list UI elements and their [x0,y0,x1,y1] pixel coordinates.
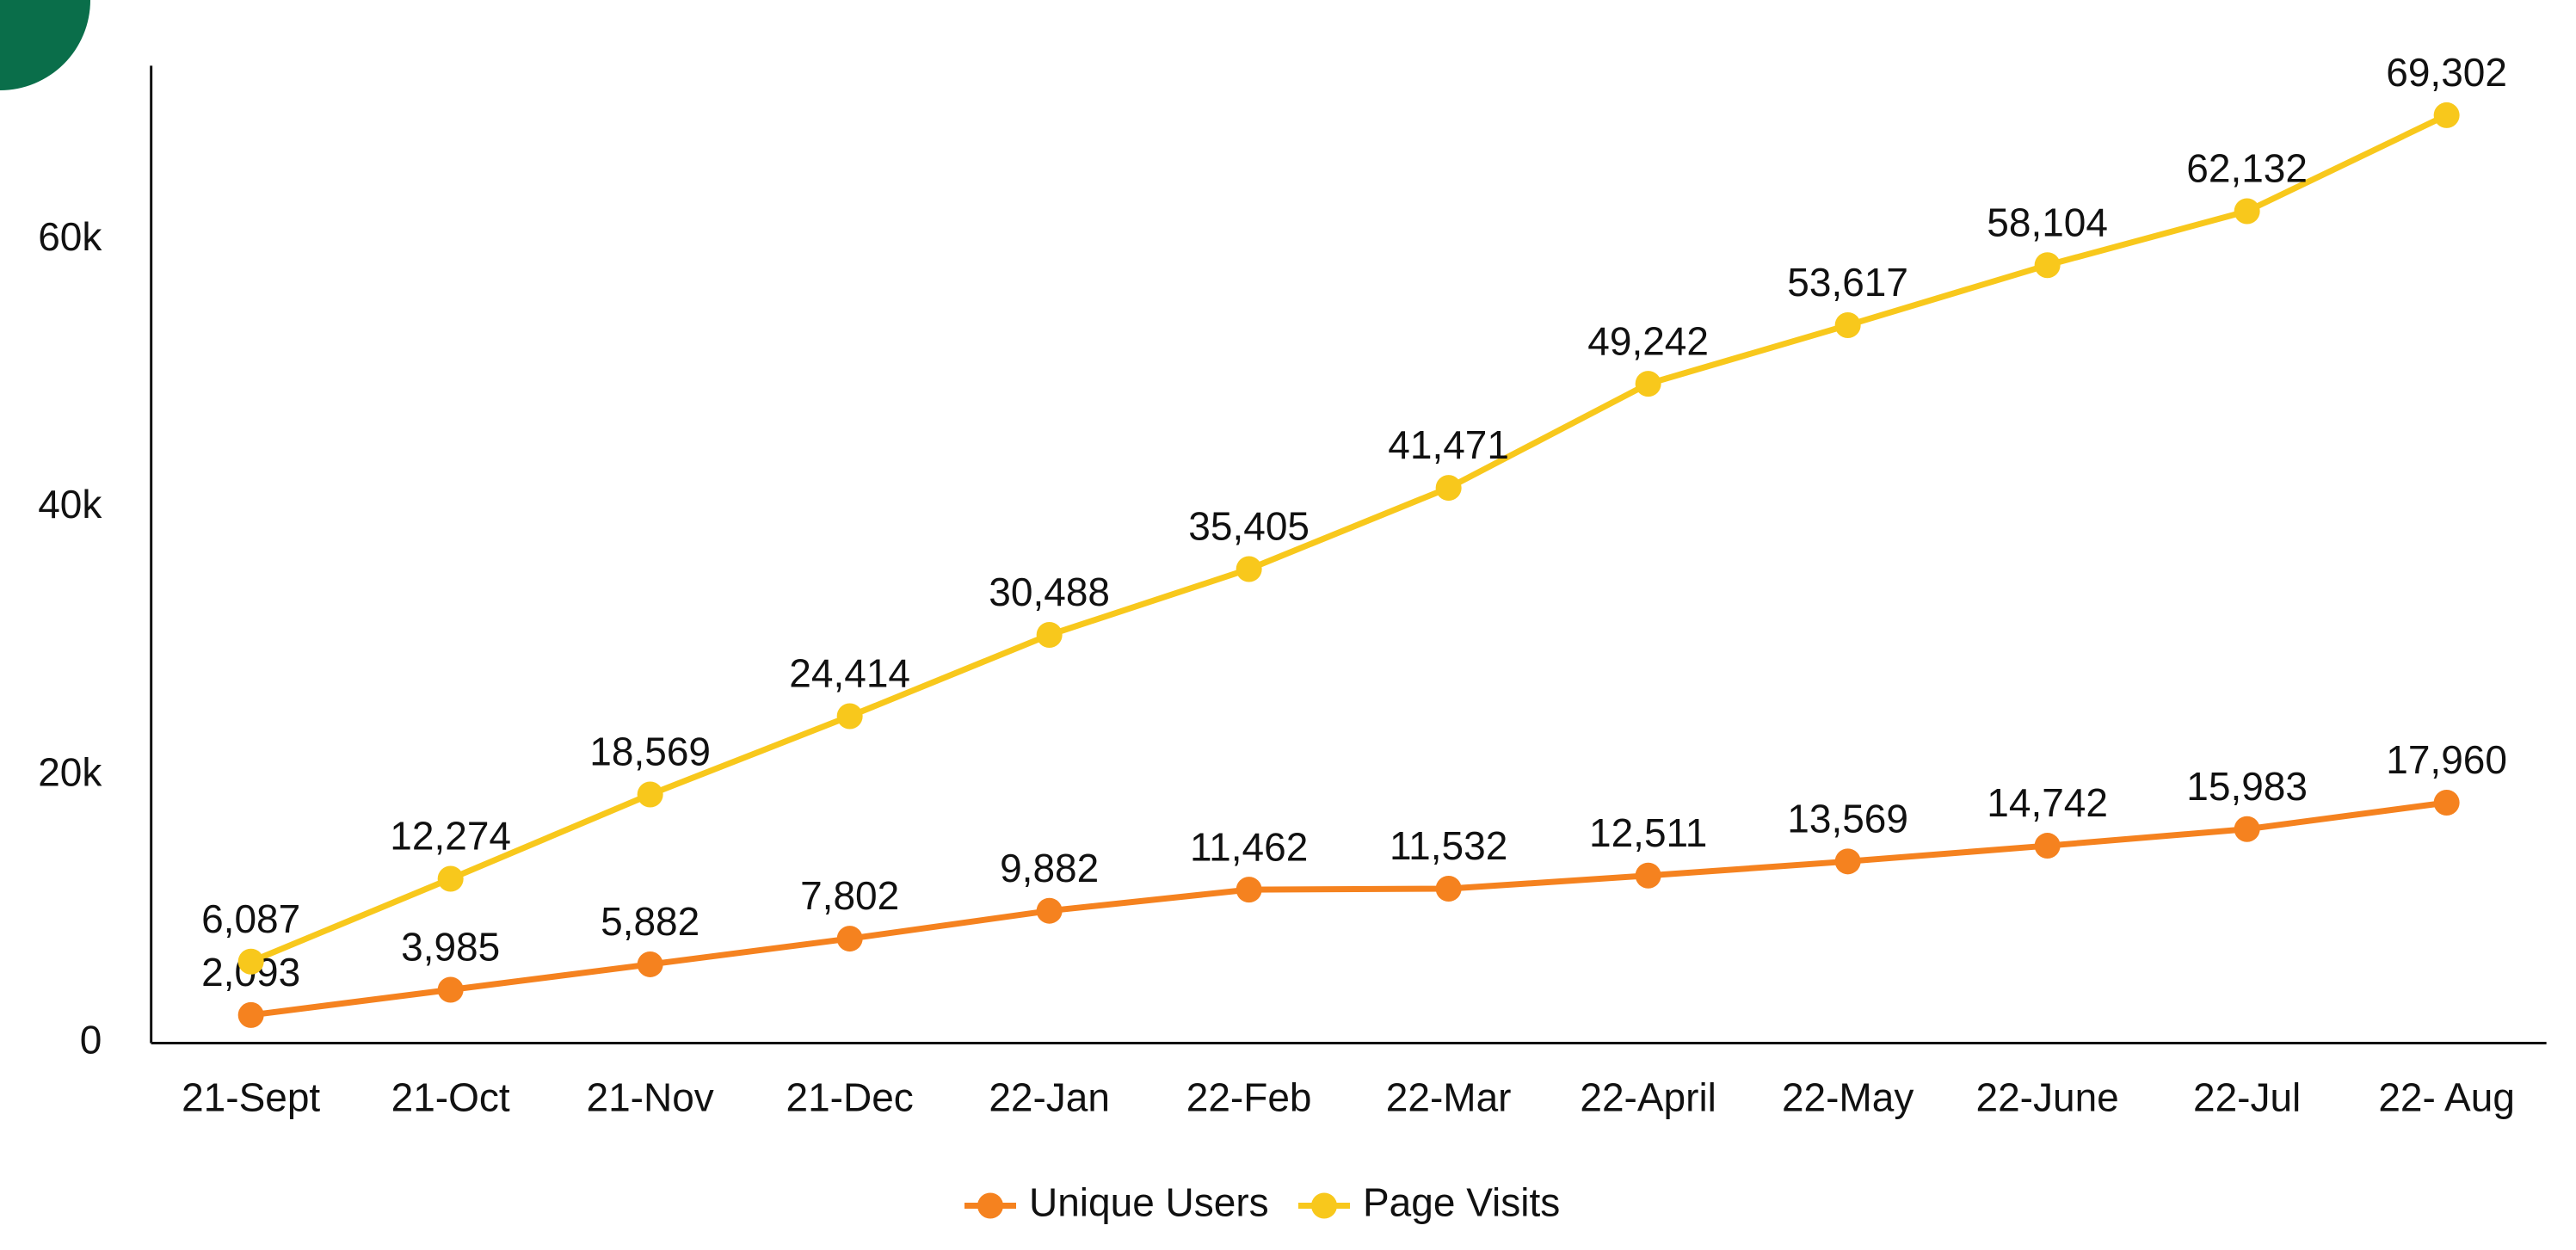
data-point [2433,102,2460,128]
data-point [1435,475,1462,502]
series-line [250,112,2449,964]
data-point [1435,876,1462,902]
y-tick-label: 20k [38,749,102,794]
x-tick-label: 21-Oct [391,1075,510,1119]
data-point [437,976,464,1003]
x-tick-label: 21-Dec [786,1075,914,1119]
data-point [637,951,663,977]
data-point [1036,897,1063,924]
data-label: 13,569 [1787,796,1908,841]
data-label: 12,511 [1589,810,1707,855]
data-point [836,926,863,952]
data-point [1236,556,1262,582]
data-label: 11,532 [1390,823,1507,868]
data-point [237,1001,264,1028]
x-tick-label: 21-Sept [182,1075,320,1119]
legend-label: Page Visits [1363,1180,1560,1225]
data-point [2234,816,2260,842]
data-label: 15,983 [2186,764,2308,809]
x-tick-label: 22-June [1976,1075,2119,1119]
x-tick-label: 22-April [1580,1075,1716,1119]
y-tick-label: 60k [38,214,102,259]
x-tick-label: 22-Feb [1186,1075,1312,1119]
data-point [2034,252,2061,279]
data-label: 62,132 [2186,146,2308,191]
data-label: 35,405 [1188,504,1310,549]
data-label: 3,985 [401,925,500,970]
legend-marker [1311,1192,1337,1219]
data-label: 69,302 [2386,50,2507,95]
data-point [2433,789,2460,816]
decor-circle [0,0,90,90]
data-point [237,948,264,975]
y-tick-label: 0 [80,1018,102,1062]
data-label: 5,882 [601,899,699,944]
x-tick-label: 22-Jan [989,1075,1110,1119]
legend-label: Unique Users [1029,1180,1269,1225]
x-tick-label: 22- Aug [2378,1075,2515,1119]
data-label: 41,471 [1388,422,1509,467]
data-label: 11,462 [1190,824,1308,869]
x-tick-label: 22-Mar [1386,1075,1512,1119]
data-point [1635,862,1661,889]
data-label: 6,087 [201,896,300,941]
y-tick-label: 40k [38,482,102,526]
data-label: 14,742 [1987,780,2108,825]
data-point [637,781,663,808]
data-point [2234,198,2260,225]
data-point [836,703,863,730]
data-point [1834,848,1861,875]
data-label: 53,617 [1787,260,1908,305]
data-label: 7,802 [800,873,899,918]
x-tick-label: 21-Nov [587,1075,714,1119]
data-point [1236,877,1262,903]
data-point [1834,312,1861,339]
data-label: 49,242 [1587,318,1709,363]
data-label: 30,488 [989,570,1110,614]
data-label: 12,274 [390,814,511,859]
x-tick-label: 22-Jul [2193,1075,2301,1119]
data-label: 58,104 [1987,200,2108,244]
data-label: 24,414 [789,651,910,696]
x-tick-label: 22-May [1782,1075,1914,1119]
legend-marker [977,1192,1003,1219]
data-point [437,865,464,892]
data-point [1635,371,1661,397]
series-line [250,799,2448,1019]
data-label: 18,569 [589,730,711,774]
data-point [2034,833,2061,859]
data-point [1036,622,1063,649]
data-label: 17,960 [2386,737,2507,782]
data-label: 9,882 [1000,846,1099,890]
